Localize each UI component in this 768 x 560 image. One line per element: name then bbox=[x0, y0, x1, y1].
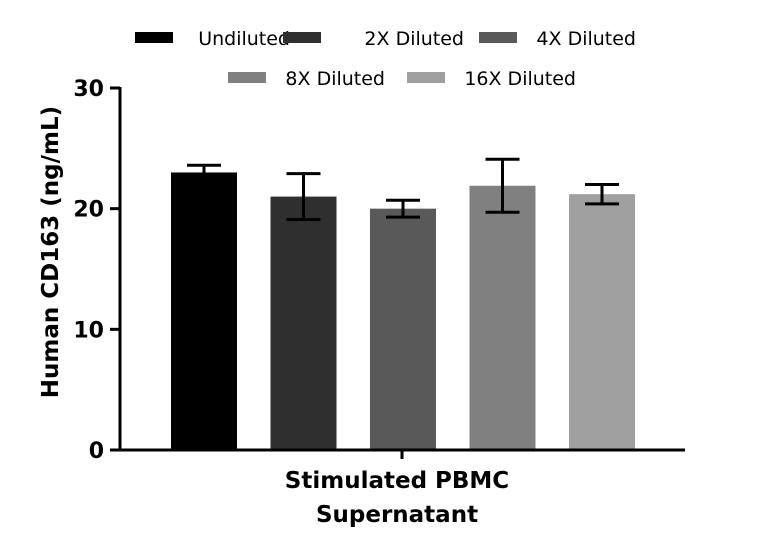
y-tick-label: 20 bbox=[73, 198, 104, 223]
y-axis-label: Human CD163 (ng/mL) bbox=[38, 106, 64, 398]
y-ticks: 0 10 20 30 bbox=[73, 77, 120, 464]
legend-swatch bbox=[283, 32, 321, 43]
legend-swatch bbox=[407, 72, 445, 83]
y-tick-label: 30 bbox=[73, 77, 104, 102]
bar-4x-diluted bbox=[370, 208, 436, 450]
legend: Undiluted 2X Diluted 4X Diluted 8X Diluted 1… bbox=[135, 28, 636, 90]
legend-label: 16X Diluted bbox=[464, 68, 576, 90]
legend-label: 4X Diluted bbox=[536, 28, 636, 50]
y-tick-label: 0 bbox=[89, 439, 104, 464]
legend-label: 2X Diluted bbox=[364, 28, 464, 50]
legend-label: 8X Diluted bbox=[285, 68, 385, 90]
error-bars bbox=[187, 157, 619, 222]
legend-swatch bbox=[228, 72, 266, 83]
x-axis-label-line-1: Stimulated PBMC bbox=[285, 468, 509, 494]
axes bbox=[118, 87, 685, 459]
x-axis-label-line-2: Supernatant bbox=[316, 502, 478, 528]
bars bbox=[171, 172, 635, 451]
legend-swatch bbox=[135, 32, 173, 43]
legend-label: Undiluted bbox=[198, 28, 290, 50]
bar-undiluted bbox=[171, 172, 237, 450]
bar-16x-diluted bbox=[569, 194, 635, 450]
bar-8x-diluted bbox=[469, 185, 536, 451]
legend-swatch bbox=[479, 32, 517, 43]
y-tick-label: 10 bbox=[73, 318, 104, 343]
bar-2x-diluted bbox=[270, 196, 337, 450]
